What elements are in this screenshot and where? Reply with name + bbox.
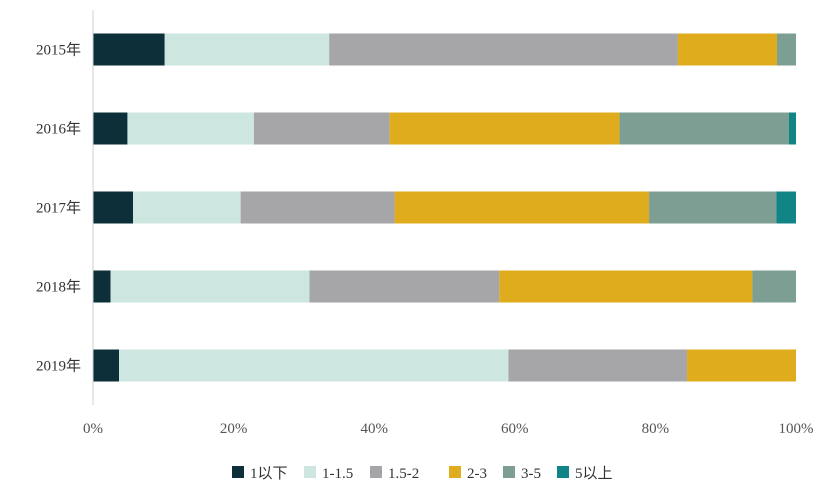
category-label: 2016年: [36, 121, 81, 138]
x-tick-label: 40%: [360, 421, 388, 437]
legend-swatch: [370, 466, 382, 478]
bar-segment: [127, 112, 254, 145]
bar-segment: [119, 349, 509, 382]
bar-segment: [329, 33, 678, 66]
legend-swatch: [232, 466, 244, 478]
bar-segment: [677, 33, 778, 66]
x-tick-label: 60%: [501, 421, 529, 437]
bar-segment: [777, 33, 796, 66]
bar-segment: [394, 191, 650, 224]
category-label: 2015年: [36, 42, 81, 59]
legend-label: 1.5-2: [388, 466, 419, 482]
bar-segment: [133, 191, 241, 224]
bar-segment: [93, 349, 120, 382]
bar-segment: [508, 349, 688, 382]
legend-label: 1-1.5: [322, 466, 353, 482]
legend-label: 2-3: [467, 466, 487, 482]
category-label: 2019年: [36, 358, 81, 375]
bar-segment: [93, 112, 128, 145]
x-tick-labels: 0% 20% 40% 60% 80% 100%: [83, 421, 814, 437]
bar-segment: [752, 270, 796, 303]
bar-segment: [93, 191, 134, 224]
bar-segment: [164, 33, 330, 66]
bar-segment: [253, 112, 390, 145]
bar-segment: [687, 349, 796, 382]
legend-label: 3-5: [521, 466, 541, 482]
legend-swatch: [503, 466, 515, 478]
legend: 1以下 1-1.5 1.5-2 2-3 3-5 5以上: [232, 465, 613, 482]
bar-segment: [389, 112, 620, 145]
bars-layer: [93, 33, 796, 382]
bar-segment: [309, 270, 500, 303]
bar-segment: [788, 112, 796, 145]
bar-segment: [93, 33, 165, 66]
bar-segment: [776, 191, 796, 224]
bar-segment: [649, 191, 777, 224]
bar-segment: [240, 191, 395, 224]
legend-swatch: [304, 466, 316, 478]
bar-segment: [499, 270, 753, 303]
x-tick-label: 100%: [779, 421, 814, 437]
x-tick-label: 20%: [220, 421, 248, 437]
category-labels: 2015年 2016年 2017年 2018年 2019年: [36, 42, 81, 375]
legend-swatch: [449, 466, 461, 478]
x-tick-label: 80%: [642, 421, 670, 437]
bar-segment: [110, 270, 310, 303]
legend-label: 5以上: [575, 465, 613, 482]
category-label: 2018年: [36, 279, 81, 296]
legend-label: 1以下: [250, 466, 288, 482]
bar-segment: [93, 270, 111, 303]
bar-segment: [619, 112, 789, 145]
legend-swatch: [557, 466, 569, 478]
x-tick-label: 0%: [83, 421, 103, 437]
category-label: 2017年: [36, 200, 81, 217]
